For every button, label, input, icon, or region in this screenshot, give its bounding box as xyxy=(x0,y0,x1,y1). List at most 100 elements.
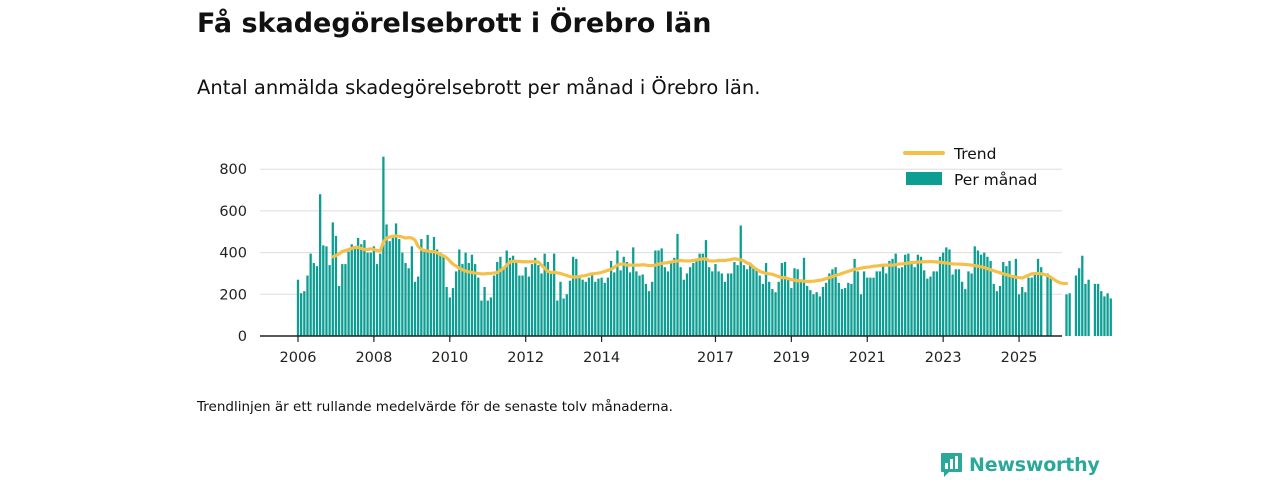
bar xyxy=(790,288,793,336)
bar xyxy=(1077,268,1081,336)
bar xyxy=(341,264,344,336)
bar xyxy=(856,271,859,336)
y-tick-label-200: 200 xyxy=(219,287,247,303)
bar xyxy=(929,276,932,336)
bar xyxy=(363,240,366,336)
bar xyxy=(1093,283,1097,337)
bar xyxy=(1103,296,1106,336)
footnote: Trendlinjen är ett rullande medelvärde f… xyxy=(197,399,673,415)
bar xyxy=(328,265,331,336)
bar xyxy=(932,271,935,336)
bar xyxy=(897,268,901,336)
bar xyxy=(888,260,891,336)
bar xyxy=(726,273,730,336)
bar xyxy=(828,273,831,336)
bar xyxy=(1036,258,1040,336)
bar xyxy=(470,254,474,336)
bar xyxy=(698,253,701,336)
bar xyxy=(492,275,496,336)
bar xyxy=(787,277,790,336)
bar xyxy=(970,273,973,336)
bar xyxy=(989,260,992,336)
bar xyxy=(404,263,407,336)
bar xyxy=(454,271,458,336)
bar xyxy=(334,235,338,336)
bar xyxy=(300,293,303,336)
bar xyxy=(1017,294,1021,336)
bar xyxy=(923,270,926,336)
bar xyxy=(322,245,325,336)
bar xyxy=(998,285,1002,336)
bar xyxy=(907,253,910,336)
bar xyxy=(597,278,600,336)
bar xyxy=(594,281,597,336)
bar xyxy=(824,282,828,336)
bar xyxy=(657,250,660,336)
bar xyxy=(859,294,863,336)
bar xyxy=(429,250,432,336)
bar xyxy=(711,271,714,336)
bar xyxy=(581,279,584,336)
bar xyxy=(730,273,733,336)
bar xyxy=(451,288,455,336)
x-tick-label-2012: 2012 xyxy=(507,350,544,366)
bar xyxy=(777,281,780,336)
bar xyxy=(489,297,493,336)
bar xyxy=(885,273,888,336)
bar xyxy=(467,263,470,336)
bar xyxy=(812,294,815,336)
newsworthy-logo-text: Newsworthy xyxy=(969,454,1100,476)
bar xyxy=(749,265,752,336)
bar xyxy=(515,263,518,336)
chart: 2006 2008 2010 2012 2014 2017 2019 2021 2023 2025… xyxy=(219,145,1112,366)
bar xyxy=(442,254,445,336)
bar xyxy=(986,256,989,336)
x-tick-label-2014: 2014 xyxy=(583,350,620,366)
bar xyxy=(483,287,486,336)
bar xyxy=(398,239,401,336)
bar xyxy=(685,273,689,336)
bar xyxy=(477,277,480,336)
trend-line xyxy=(331,234,1069,286)
newsworthy-logo[interactable]: Newsworthy xyxy=(940,450,1100,480)
y-tick-label-400: 400 xyxy=(219,246,247,262)
bar xyxy=(837,282,840,336)
x-tick-label-2025: 2025 xyxy=(1001,350,1038,366)
bar xyxy=(869,277,872,336)
bar xyxy=(622,256,625,336)
chart-subtitle: Antal anmälda skadegörelsebrott per måna… xyxy=(197,76,761,99)
bar xyxy=(840,289,844,336)
bar xyxy=(995,291,999,336)
bar xyxy=(673,257,676,336)
bar xyxy=(692,263,695,336)
bar xyxy=(407,268,410,336)
bar xyxy=(521,275,524,336)
bar xyxy=(584,281,587,336)
bar xyxy=(689,267,692,336)
bar xyxy=(1049,276,1052,336)
bar xyxy=(771,289,774,336)
bar xyxy=(385,224,388,336)
x-axis-ticks: 2006 2008 2010 2012 2014 2017 2019 2021 2023 2025 xyxy=(280,336,1038,366)
bar xyxy=(439,252,442,336)
bar xyxy=(910,260,913,336)
bar xyxy=(796,269,799,336)
bar xyxy=(945,247,948,336)
bar xyxy=(821,287,825,336)
bar xyxy=(391,236,395,336)
bar xyxy=(1065,294,1068,336)
bar xyxy=(679,267,682,336)
bar xyxy=(420,239,423,336)
x-tick-label-2023: 2023 xyxy=(925,350,962,366)
bar xyxy=(720,273,723,336)
bar xyxy=(628,272,632,336)
bar xyxy=(701,253,704,336)
bar xyxy=(540,273,543,336)
bar xyxy=(473,264,477,336)
bar xyxy=(413,281,417,336)
bar xyxy=(518,275,521,336)
bar xyxy=(843,288,847,336)
bar xyxy=(638,275,641,336)
bar xyxy=(913,267,916,336)
bar xyxy=(992,283,995,337)
